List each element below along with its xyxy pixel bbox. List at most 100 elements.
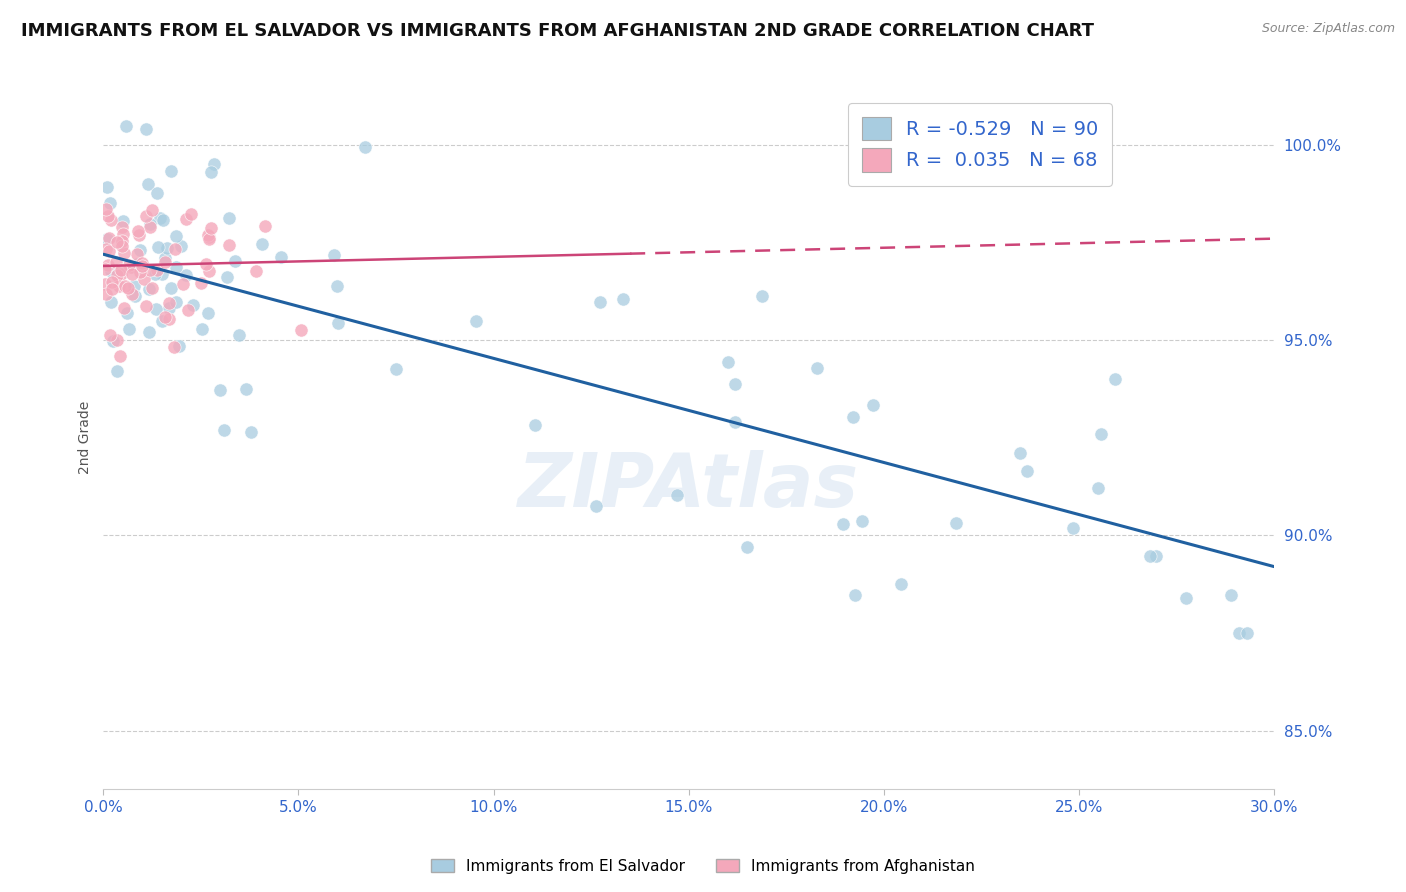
Point: [1175, 591, 1198, 605]
Point: [1227, 626, 1250, 640]
Point: [153, 310, 176, 324]
Point: [167, 339, 190, 353]
Point: [1062, 521, 1084, 535]
Point: [100, 276, 122, 290]
Point: [252, 237, 274, 252]
Point: [353, 140, 375, 154]
Point: [160, 280, 183, 294]
Point: [94, 202, 117, 216]
Point: [101, 282, 124, 296]
Point: [851, 514, 873, 528]
Text: ZIPAtlas: ZIPAtlas: [519, 450, 859, 524]
Point: [118, 321, 141, 335]
Point: [806, 361, 828, 376]
Point: [1104, 372, 1126, 386]
Point: [111, 227, 134, 241]
Point: [589, 294, 612, 309]
Point: [139, 217, 162, 231]
Point: [100, 213, 122, 227]
Point: [385, 362, 408, 376]
Point: [125, 257, 148, 271]
Point: [105, 333, 128, 347]
Point: [129, 265, 152, 279]
Point: [139, 219, 162, 234]
Point: [141, 203, 163, 218]
Text: Source: ZipAtlas.com: Source: ZipAtlas.com: [1261, 22, 1395, 36]
Point: [245, 264, 267, 278]
Point: [326, 279, 349, 293]
Point: [666, 488, 689, 502]
Point: [149, 211, 172, 226]
Point: [157, 301, 180, 315]
Point: [832, 517, 855, 532]
Point: [96, 287, 118, 301]
Point: [121, 267, 143, 281]
Point: [163, 340, 186, 354]
Point: [112, 301, 135, 316]
Point: [94, 262, 117, 277]
Point: [138, 326, 160, 340]
Point: [160, 164, 183, 178]
Point: [121, 287, 143, 301]
Point: [174, 212, 197, 227]
Point: [112, 246, 135, 260]
Point: [862, 398, 884, 412]
Point: [228, 327, 250, 342]
Point: [108, 279, 131, 293]
Point: [150, 267, 173, 281]
Point: [105, 255, 128, 269]
Point: [105, 235, 128, 249]
Point: [1010, 446, 1032, 460]
Point: [111, 239, 134, 253]
Point: [197, 232, 219, 246]
Point: [94, 242, 117, 256]
Point: [97, 258, 120, 272]
Point: [141, 281, 163, 295]
Point: [218, 211, 240, 225]
Point: [323, 248, 346, 262]
Point: [464, 314, 486, 328]
Point: [124, 289, 146, 303]
Point: [1087, 481, 1109, 495]
Point: [723, 415, 745, 429]
Point: [98, 327, 121, 342]
Point: [1144, 549, 1167, 564]
Text: IMMIGRANTS FROM EL SALVADOR VS IMMIGRANTS FROM AFGHANISTAN 2ND GRADE CORRELATION: IMMIGRANTS FROM EL SALVADOR VS IMMIGRANT…: [21, 22, 1094, 40]
Point: [157, 312, 180, 326]
Point: [190, 321, 212, 335]
Point: [1090, 426, 1112, 441]
Point: [735, 541, 758, 555]
Point: [146, 239, 169, 253]
Point: [290, 323, 312, 337]
Point: [1220, 588, 1243, 602]
Point: [115, 306, 138, 320]
Point: [165, 228, 187, 243]
Point: [129, 243, 152, 257]
Point: [177, 302, 200, 317]
Point: [751, 289, 773, 303]
Point: [844, 588, 866, 602]
Point: [111, 214, 134, 228]
Point: [100, 295, 122, 310]
Point: [110, 262, 132, 277]
Point: [197, 305, 219, 319]
Point: [724, 376, 747, 391]
Point: [153, 252, 176, 266]
Point: [131, 256, 153, 270]
Point: [108, 349, 131, 363]
Y-axis label: 2nd Grade: 2nd Grade: [79, 401, 93, 475]
Point: [1139, 549, 1161, 563]
Point: [145, 301, 167, 316]
Point: [94, 277, 117, 292]
Point: [132, 271, 155, 285]
Point: [198, 230, 221, 244]
Point: [156, 241, 179, 255]
Point: [202, 157, 225, 171]
Point: [181, 298, 204, 312]
Point: [97, 209, 120, 223]
Point: [117, 280, 139, 294]
Point: [105, 364, 128, 378]
Point: [146, 186, 169, 201]
Point: [143, 267, 166, 281]
Point: [195, 257, 218, 271]
